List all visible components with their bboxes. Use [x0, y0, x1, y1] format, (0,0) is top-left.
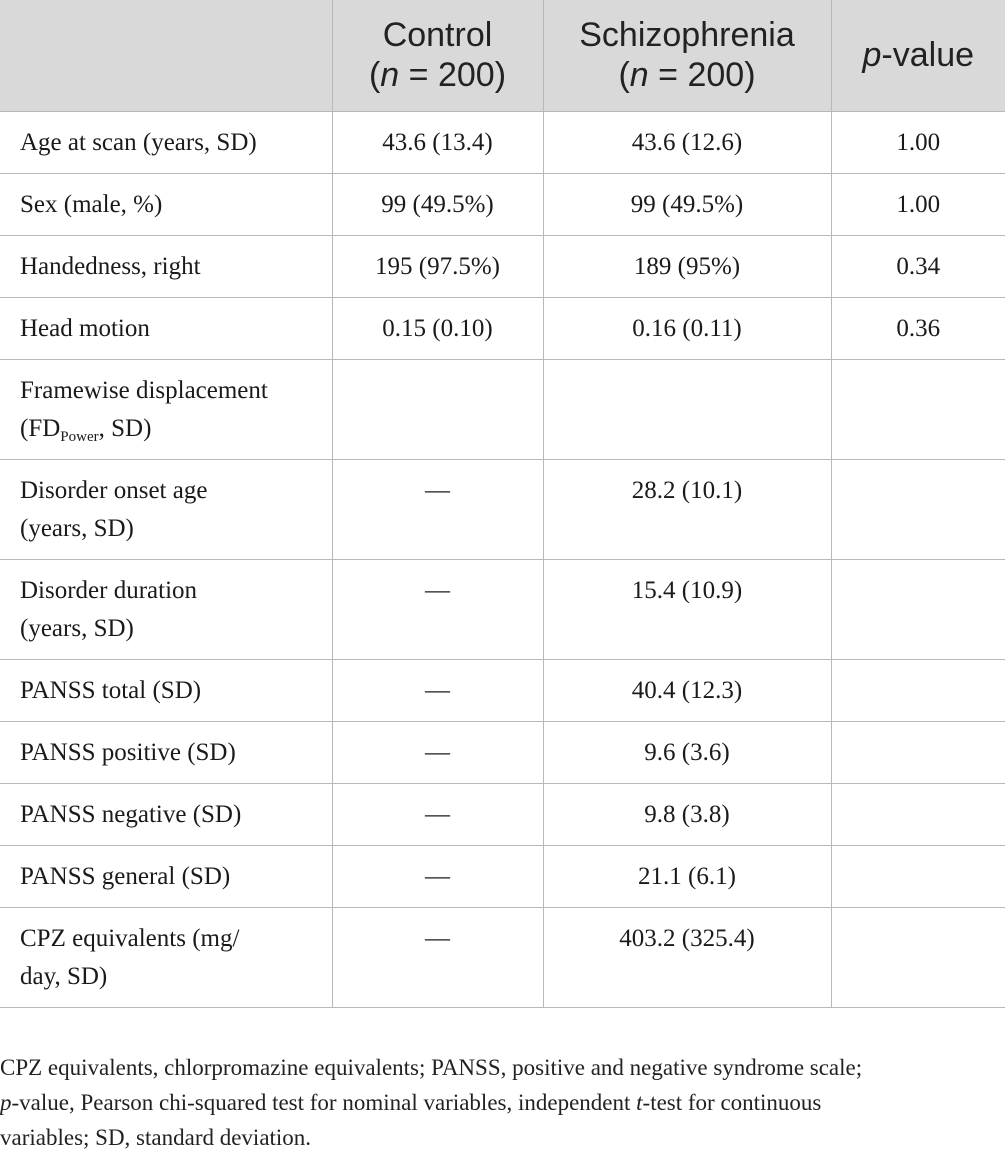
schizophrenia-value — [542, 358, 832, 460]
control-value: — — [331, 658, 544, 722]
header-p-value: p-value — [830, 0, 1005, 112]
p-value — [830, 906, 1005, 1008]
control-value: — — [331, 720, 544, 784]
row-label: Handedness, right — [0, 234, 333, 298]
row-label: PANSS negative (SD) — [0, 782, 333, 846]
schizophrenia-value: 9.8 (3.8) — [542, 782, 832, 846]
header-schizophrenia: Schizophrenia (n = 200) — [542, 0, 832, 112]
p-value: 0.36 — [830, 296, 1005, 360]
row-label: Disorder duration (years, SD) — [0, 558, 333, 660]
p-value — [830, 720, 1005, 784]
row-label: Framewise displacement (FDPower, SD) — [0, 358, 333, 460]
table-row: Disorder duration (years, SD) — 15.4 (10… — [0, 558, 1005, 660]
control-value: — — [331, 458, 544, 560]
p-value: 1.00 — [830, 110, 1005, 174]
row-label: Age at scan (years, SD) — [0, 110, 333, 174]
control-value: 0.15 (0.10) — [331, 296, 544, 360]
table-row: Sex (male, %) 99 (49.5%) 99 (49.5%) 1.00 — [0, 172, 1005, 236]
control-value: 195 (97.5%) — [331, 234, 544, 298]
footnote-line-2: p-value, Pearson chi-squared test for no… — [0, 1090, 822, 1115]
table-row: Framewise displacement (FDPower, SD) — [0, 358, 1005, 460]
row-label: PANSS total (SD) — [0, 658, 333, 722]
control-value: — — [331, 558, 544, 660]
table-row: CPZ equivalents (mg/ day, SD) — 403.2 (3… — [0, 906, 1005, 1008]
row-label: CPZ equivalents (mg/ day, SD) — [0, 906, 333, 1008]
p-value: 0.34 — [830, 234, 1005, 298]
schizophrenia-value: 40.4 (12.3) — [542, 658, 832, 722]
table-row: PANSS positive (SD) — 9.6 (3.6) — [0, 720, 1005, 784]
header-control: Control (n = 200) — [331, 0, 544, 112]
row-label: Head motion — [0, 296, 333, 360]
schizophrenia-value: 21.1 (6.1) — [542, 844, 832, 908]
header-control-title: Control — [382, 16, 493, 55]
schizophrenia-value: 15.4 (10.9) — [542, 558, 832, 660]
row-label: Disorder onset age (years, SD) — [0, 458, 333, 560]
p-value — [830, 844, 1005, 908]
control-value: — — [331, 844, 544, 908]
row-label: PANSS general (SD) — [0, 844, 333, 908]
table-row: PANSS negative (SD) — 9.8 (3.8) — [0, 782, 1005, 846]
schizophrenia-value: 403.2 (325.4) — [542, 906, 832, 1008]
schizophrenia-value: 28.2 (10.1) — [542, 458, 832, 560]
table-row: PANSS total (SD) — 40.4 (12.3) — [0, 658, 1005, 722]
header-row: Control (n = 200) Schizophrenia (n = 200… — [0, 0, 1005, 112]
demographics-table: Control (n = 200) Schizophrenia (n = 200… — [0, 0, 1005, 1008]
p-value — [830, 458, 1005, 560]
schizophrenia-value: 0.16 (0.11) — [542, 296, 832, 360]
table-row: Handedness, right 195 (97.5%) 189 (95%) … — [0, 234, 1005, 298]
table-row: Head motion 0.15 (0.10) 0.16 (0.11) 0.36 — [0, 296, 1005, 360]
header-schizophrenia-title: Schizophrenia — [579, 16, 795, 55]
table-row: PANSS general (SD) — 21.1 (6.1) — [0, 844, 1005, 908]
schizophrenia-value: 99 (49.5%) — [542, 172, 832, 236]
row-label: Sex (male, %) — [0, 172, 333, 236]
schizophrenia-value: 43.6 (12.6) — [542, 110, 832, 174]
p-value — [830, 558, 1005, 660]
table-row: Disorder onset age (years, SD) — 28.2 (1… — [0, 458, 1005, 560]
row-label: PANSS positive (SD) — [0, 720, 333, 784]
table-row: Age at scan (years, SD) 43.6 (13.4) 43.6… — [0, 110, 1005, 174]
p-value — [830, 782, 1005, 846]
footnote-line-3: variables; SD, standard deviation. — [0, 1125, 312, 1150]
control-value: 43.6 (13.4) — [331, 110, 544, 174]
control-value — [331, 358, 544, 460]
control-value: — — [331, 782, 544, 846]
header-variable — [0, 0, 333, 112]
p-value: 1.00 — [830, 172, 1005, 236]
p-value — [830, 658, 1005, 722]
schizophrenia-value: 9.6 (3.6) — [542, 720, 832, 784]
p-value — [830, 358, 1005, 460]
table-footnote: CPZ equivalents, chlorpromazine equivale… — [0, 1050, 1005, 1155]
footnote-line-1: CPZ equivalents, chlorpromazine equivale… — [0, 1055, 863, 1080]
control-value: 99 (49.5%) — [331, 172, 544, 236]
schizophrenia-value: 189 (95%) — [542, 234, 832, 298]
control-value: — — [331, 906, 544, 1008]
